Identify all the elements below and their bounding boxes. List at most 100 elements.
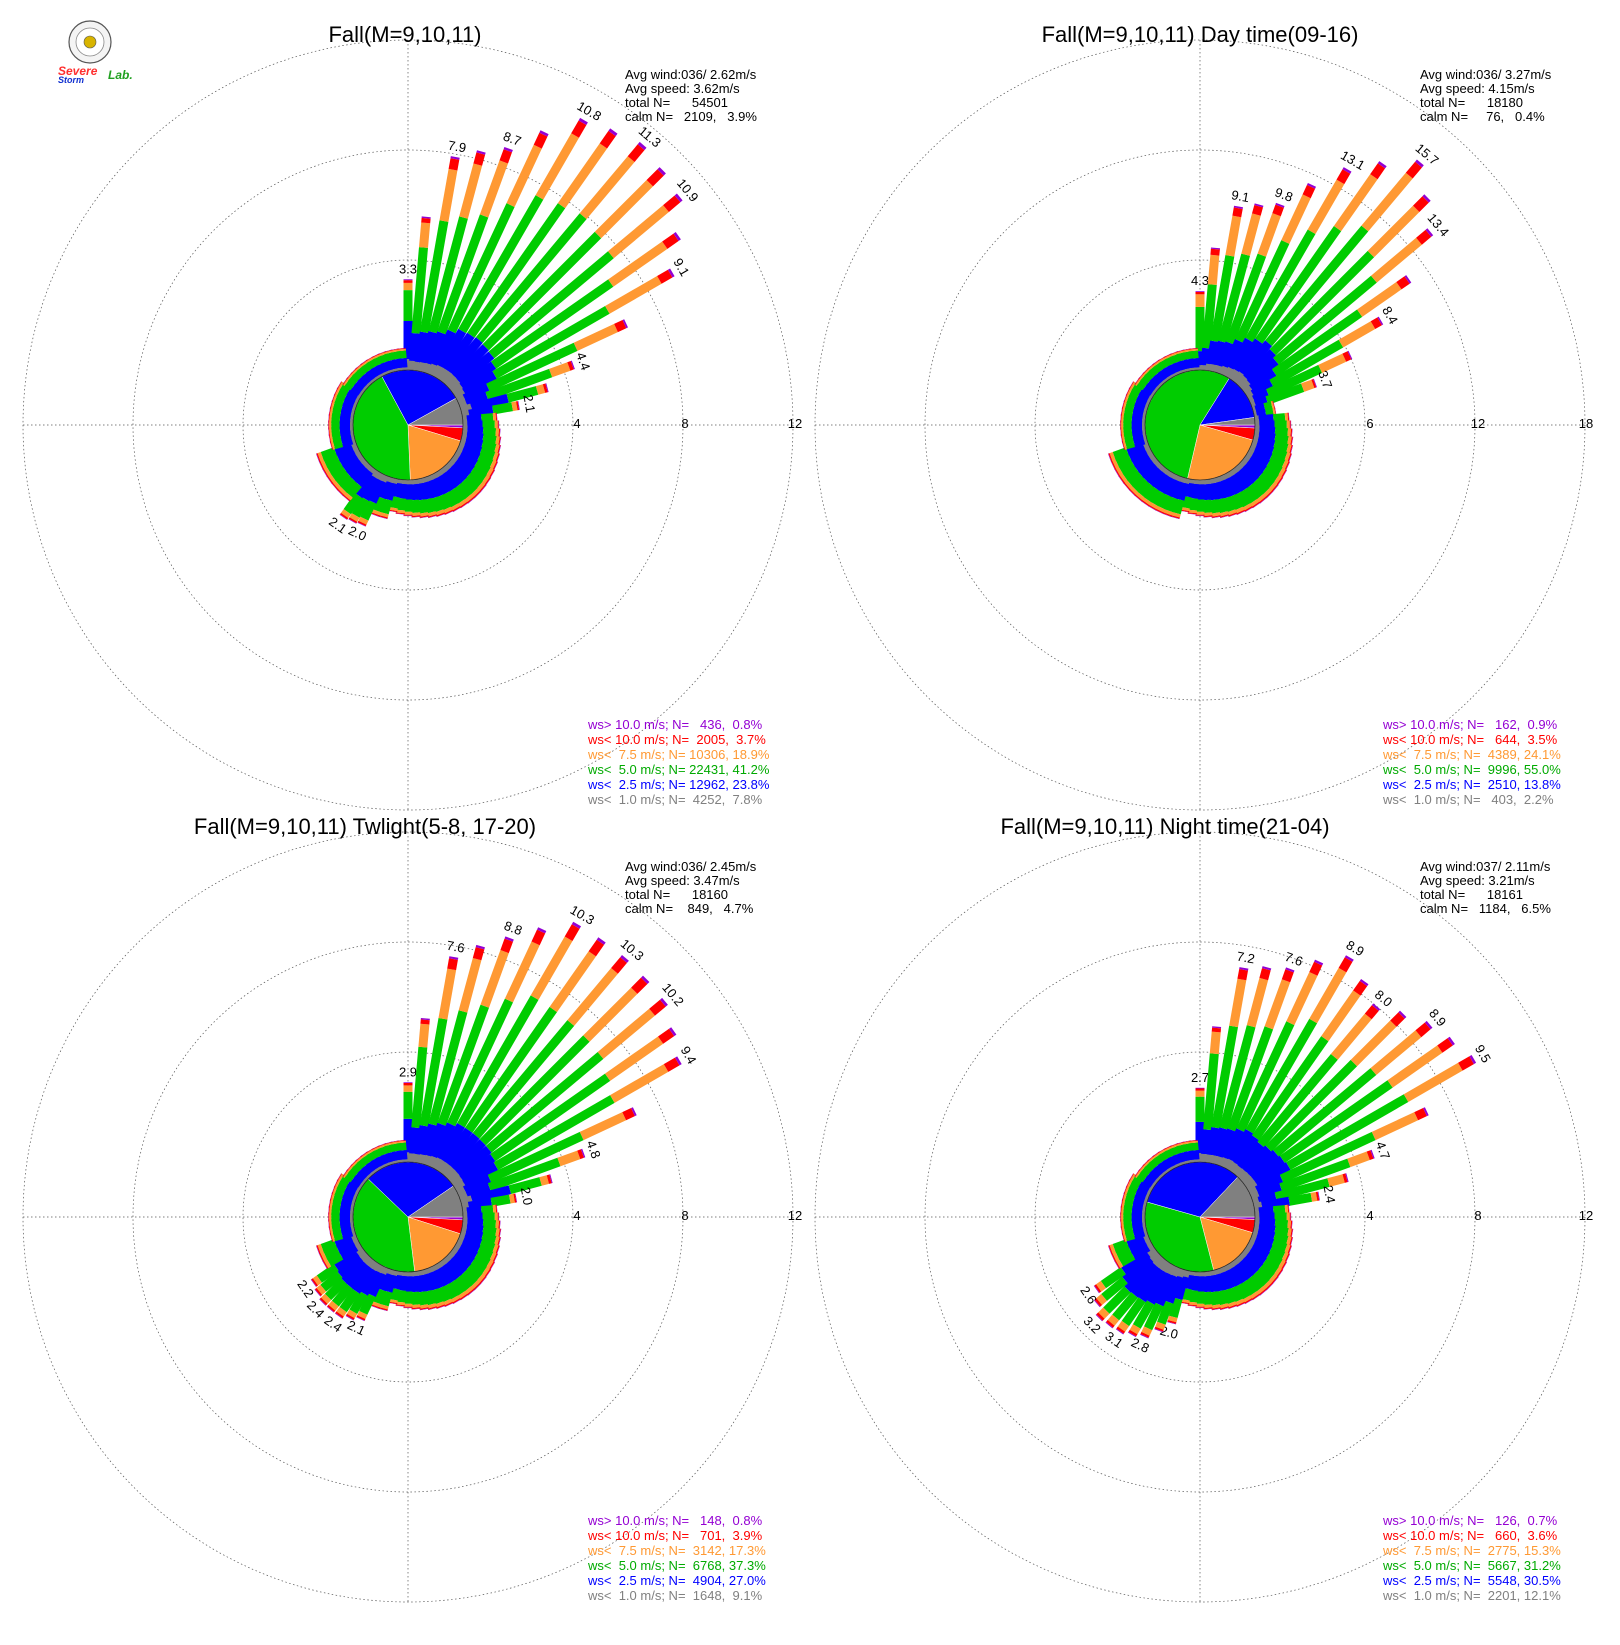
panel-3-bar-0-seg-lt10 (404, 1083, 413, 1085)
panel-3-bar-355 (397, 1140, 408, 1163)
panel-4-bar-label-0: 2.7 (1191, 1070, 1209, 1085)
panel-1-bar-0-seg-lt7_5 (404, 283, 413, 290)
panel-3-bar-355-seg-lt5 (397, 1143, 407, 1151)
panel-1-bar-10-seg-lt10 (449, 158, 460, 170)
panel-3-bar-15-seg-lt7_5 (459, 958, 482, 1013)
panel-4-bar-0-seg-gt10 (1196, 1088, 1205, 1089)
panel-3-bar-label-70: 4.8 (583, 1138, 603, 1160)
panel-4-ring-label-3: 12 (1579, 1208, 1593, 1223)
panel-2-ring-label-2: 12 (1471, 416, 1485, 431)
panel-2-stat-avg-wind: Avg wind:036/ 3.27m/s (1420, 67, 1552, 82)
panel-3-bar-90-seg-lt10 (498, 1213, 499, 1222)
panel-3-bar-0-seg-lt5 (404, 1092, 413, 1119)
logo: Severe Storm Lab. (58, 21, 133, 85)
panel-4-ring-label-2: 8 (1474, 1208, 1481, 1223)
panel-4-bar-355 (1189, 1140, 1200, 1163)
panel-1-stat-avg-speed: Avg speed: 3.62m/s (625, 81, 740, 96)
panel-3-bar-10-seg-lt7_5 (439, 969, 457, 1020)
panel-2-legend-lt10: ws< 10.0 m/s; N= 644, 3.5% (1382, 732, 1558, 747)
panel-1-ring-label-3: 12 (788, 416, 802, 431)
panel-2-pie (1145, 370, 1255, 480)
panel-4-bar-label-20: 7.6 (1283, 949, 1305, 969)
panel-3: 2.97.68.810.310.310.29.44.82.02.12.42.42… (23, 814, 802, 1603)
panel-3-title: Fall(M=9,10,11) Twlight(5-8, 17-20) (194, 814, 536, 839)
panel-4-ring-label-1: 4 (1366, 1208, 1373, 1223)
panel-4-bar-label-70: 4.7 (1373, 1139, 1393, 1161)
panel-1-legend-lt1: ws< 1.0 m/s; N= 4252, 7.8% (587, 792, 763, 807)
panel-3-stat-total: total N= 18160 (625, 887, 728, 902)
panel-2-bar-10-seg-lt10 (1232, 207, 1242, 217)
panel-2-legend-gt10: ws> 10.0 m/s; N= 162, 0.9% (1382, 717, 1558, 732)
panel-4-stat-avg-speed: Avg speed: 3.21m/s (1420, 873, 1535, 888)
panel-3-bar-180-seg-lt10 (404, 1307, 413, 1308)
panel-1-stat-calm: calm N= 2109, 3.9% (625, 109, 757, 124)
panel-2-bar-label-0: 4.3 (1191, 273, 1209, 288)
panel-3-stat-calm: calm N= 849, 4.7% (625, 901, 754, 916)
panel-3-bar-label-80: 2.0 (518, 1186, 536, 1206)
panel-3-bar-0-seg-gt10 (404, 1082, 413, 1083)
panel-4-legend-gt10: ws> 10.0 m/s; N= 126, 0.7% (1382, 1513, 1558, 1528)
panel-1-bar-0-seg-lt5 (404, 290, 413, 321)
panel-1-bar-15-seg-lt10 (473, 152, 485, 165)
panel-2-bar-355-seg-lt2_5 (1190, 358, 1200, 368)
panel-1-bar-label-70: 4.4 (573, 350, 593, 372)
panel-3-bar-0-seg-lt7_5 (404, 1085, 413, 1091)
panel-1-bar-5-seg-lt7_5 (419, 223, 430, 248)
panel-3-stat-avg-speed: Avg speed: 3.47m/s (625, 873, 740, 888)
panel-1-legend-lt7_5: ws< 7.5 m/s; N= 10306, 18.9% (587, 747, 770, 762)
panel-4-bar-5-seg-lt10 (1212, 1028, 1221, 1033)
panel-1-bar-355-seg-lt5 (397, 351, 407, 359)
panel-3-legend-lt7_5: ws< 7.5 m/s; N= 3142, 17.3% (587, 1543, 766, 1558)
logo-text-storm: Storm (58, 75, 84, 85)
panel-3-legend-gt10: ws> 10.0 m/s; N= 148, 0.8% (587, 1513, 763, 1528)
panel-1-bar-label-20: 8.7 (501, 128, 523, 148)
panel-1-stat-total: total N= 54501 (625, 95, 728, 110)
panel-1-bar-355 (397, 348, 408, 371)
panel-2-bar-label-10: 9.1 (1230, 187, 1250, 205)
panel-2-ring-label-1: 6 (1366, 416, 1373, 431)
panel-4-title: Fall(M=9,10,11) Night time(21-04) (1000, 814, 1329, 839)
panel-3-bar-label-0: 2.9 (399, 1064, 417, 1079)
panel-2-bar-0-seg-gt10 (1196, 291, 1205, 292)
panel-2-stat-total: total N= 18180 (1420, 95, 1523, 110)
panel-3-legend-lt2_5: ws< 2.5 m/s; N= 4904, 27.0% (587, 1573, 766, 1588)
panel-4-legend-lt10: ws< 10.0 m/s; N= 660, 3.6% (1382, 1528, 1558, 1543)
panel-1-bar-15-seg-lt7_5 (459, 164, 482, 219)
panel-1-bar-70-seg-lt7_5 (549, 362, 570, 377)
panel-2-bar-0-seg-lt10 (1196, 292, 1205, 294)
panel-4-bar-label-80: 2.4 (1321, 1184, 1339, 1204)
panel-3-bar-10-seg-lt10 (447, 958, 458, 970)
panel-4-bar-355-seg-lt2_5 (1190, 1150, 1200, 1160)
panel-4-bar-355-seg-lt5 (1189, 1143, 1199, 1151)
panel-1-legend-lt5: ws< 5.0 m/s; N= 22431, 41.2% (587, 762, 770, 777)
panel-1-pie (353, 370, 463, 480)
panel-4-stat-total: total N= 18161 (1420, 887, 1523, 902)
panel-2-bar-355-seg-lt5 (1189, 351, 1199, 359)
panel-4-bar-0-seg-lt7_5 (1196, 1091, 1205, 1097)
panel-4-bar-10-seg-lt10 (1237, 969, 1248, 980)
panel-4-pie (1145, 1162, 1255, 1272)
panel-3-bars: 2.97.68.810.310.310.29.44.82.02.12.42.42… (294, 902, 699, 1338)
panel-4-stat-avg-wind: Avg wind:037/ 2.11m/s (1420, 859, 1551, 874)
panel-1-bar-180-seg-lt10 (404, 515, 413, 516)
panel-3-bar-70-seg-lt7_5 (557, 1151, 580, 1167)
panel-1-bar-0-seg-gt10 (404, 279, 413, 280)
panel-2-bar-10-seg-lt7_5 (1225, 216, 1241, 257)
panel-2-bar-90-seg-lt10 (1290, 421, 1291, 430)
panel-4-bar-180-seg-lt10 (1196, 1307, 1205, 1308)
panel-1-bar-label-80: 2.1 (520, 393, 538, 413)
panel-4-stat-calm: calm N= 1184, 6.5% (1420, 901, 1551, 916)
panel-3-legend-lt5: ws< 5.0 m/s; N= 6768, 37.3% (587, 1558, 766, 1573)
panel-2-bar-label-70: 3.7 (1315, 368, 1335, 390)
panel-1-bar-label-10: 7.9 (447, 138, 467, 156)
panel-2-bar-180-seg-lt10 (1196, 515, 1205, 516)
panel-3-legend-lt1: ws< 1.0 m/s; N= 1648, 9.1% (587, 1588, 763, 1603)
panel-4-legend-lt5: ws< 5.0 m/s; N= 5667, 31.2% (1382, 1558, 1561, 1573)
panel-1-legend-gt10: ws> 10.0 m/s; N= 436, 0.8% (587, 717, 763, 732)
panel-1-bar-0-seg-lt10 (404, 280, 413, 283)
panel-4-bar-15-seg-lt7_5 (1247, 978, 1268, 1028)
panel-3-bar-label-10: 7.6 (445, 938, 465, 956)
